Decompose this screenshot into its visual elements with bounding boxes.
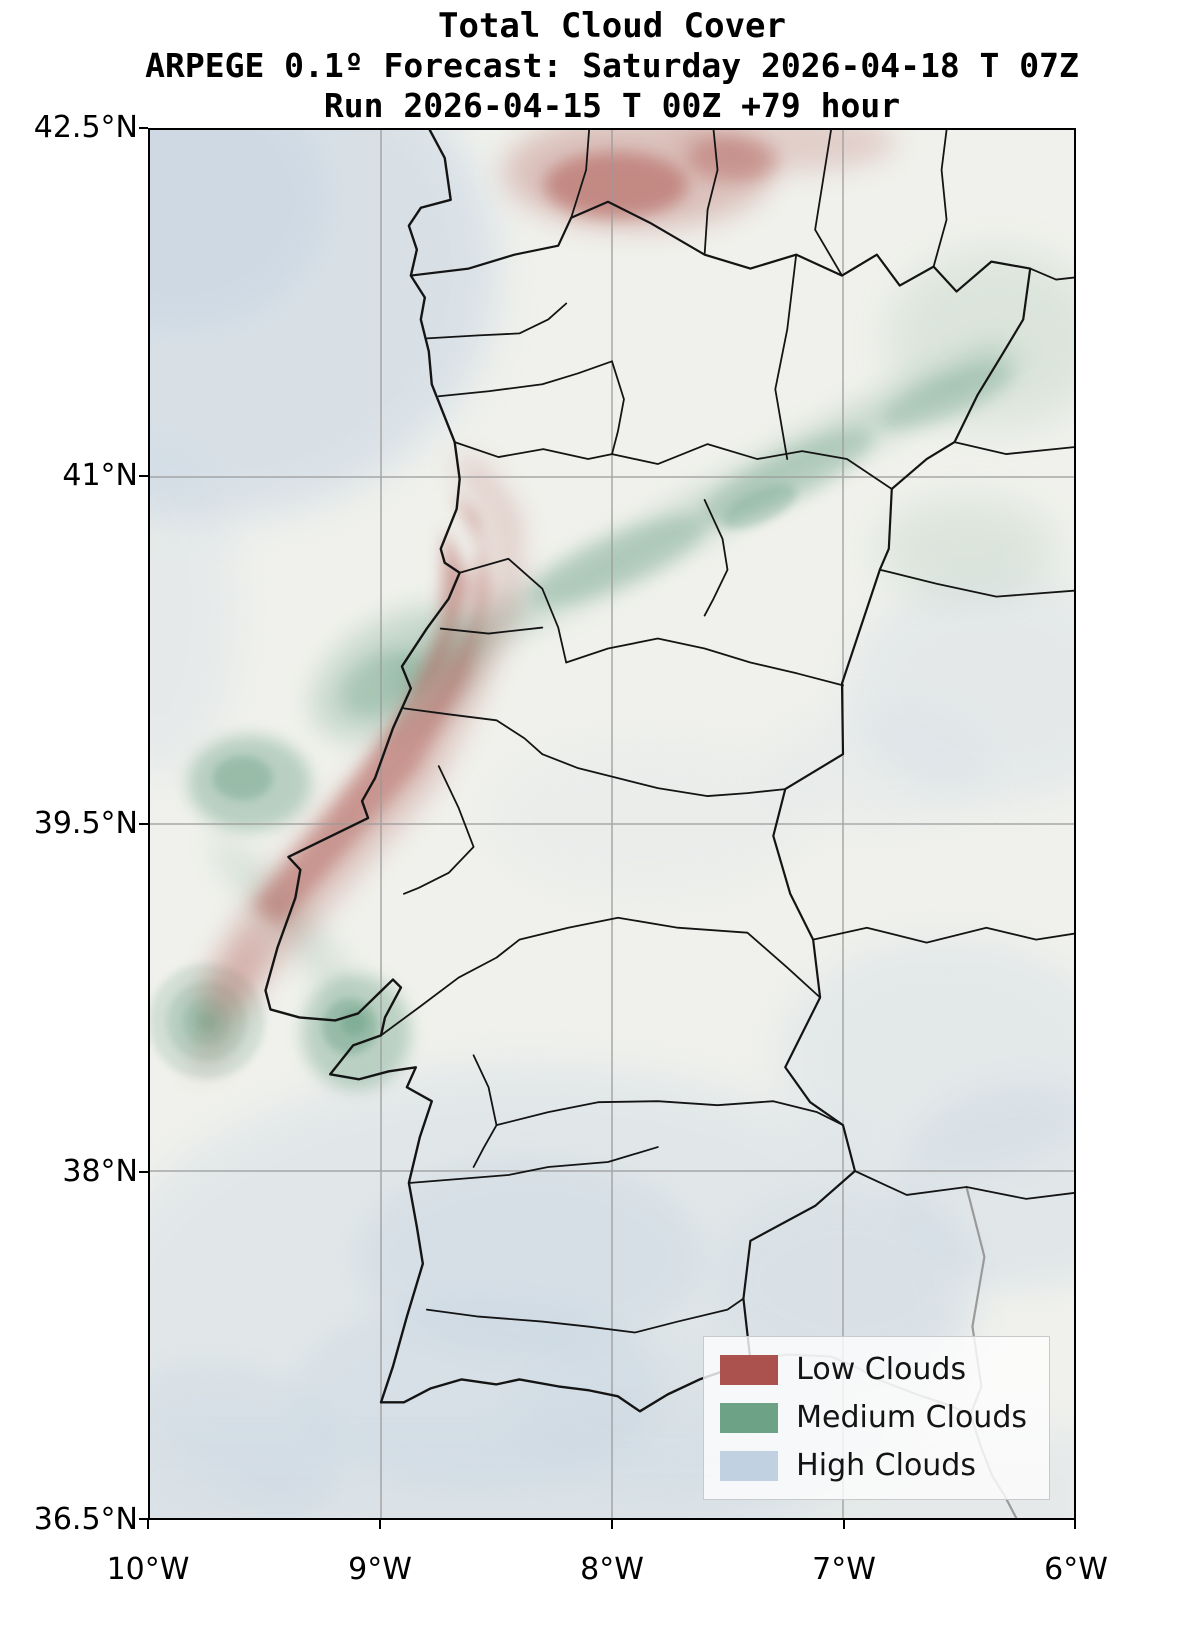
y-tickmark [139,1171,148,1173]
y-tickmark [139,475,148,477]
x-tickmark [379,1520,381,1529]
y-tickmark [139,1518,148,1520]
legend-item-low: Low Clouds [720,1353,1027,1387]
low-clouds-layer [189,130,897,1078]
ytick-39-5n: 39.5°N [33,806,138,841]
admin-boundaries [380,130,1074,1334]
x-tickmark [1074,1520,1076,1529]
x-tickmark [611,1520,613,1529]
legend-label-low: Low Clouds [796,1352,967,1387]
legend: Low Clouds Medium Clouds High Clouds [703,1336,1050,1500]
cloud-cover-map [150,130,1074,1518]
high-clouds-swatch [720,1451,779,1481]
ytick-36-5n: 36.5°N [33,1502,138,1537]
legend-item-high: High Clouds [720,1449,1027,1483]
chart-subtitle-run: Run 2026-04-15 T 00Z +79 hour [323,86,901,125]
figure-title-block: Total Cloud Cover ARPEGE 0.1º Forecast: … [129,6,1095,126]
medium-clouds-swatch [720,1403,779,1433]
xtick-6w: 6°W [1044,1552,1108,1587]
coastline [264,130,752,1413]
legend-label-medium: Medium Clouds [796,1400,1027,1435]
legend-label-high: High Clouds [796,1448,976,1483]
xtick-9w: 9°W [348,1552,412,1587]
ytick-38n: 38°N [62,1154,138,1189]
xtick-7w: 7°W [812,1552,876,1587]
legend-item-medium: Medium Clouds [720,1401,1027,1435]
low-clouds-swatch [720,1355,779,1385]
xtick-8w: 8°W [580,1552,644,1587]
chart-title: Total Cloud Cover [438,6,786,46]
x-tickmark [147,1520,149,1529]
map-plot-area: Low Clouds Medium Clouds High Clouds [148,128,1076,1520]
y-tickmark [139,127,148,129]
y-tickmark [139,823,148,825]
x-tickmark [843,1520,845,1529]
xtick-10w: 10°W [106,1552,190,1587]
ytick-41n: 41°N [62,458,138,493]
chart-subtitle-forecast: ARPEGE 0.1º Forecast: Saturday 2026-04-1… [145,46,1079,85]
ytick-42-5n: 42.5°N [33,110,138,145]
